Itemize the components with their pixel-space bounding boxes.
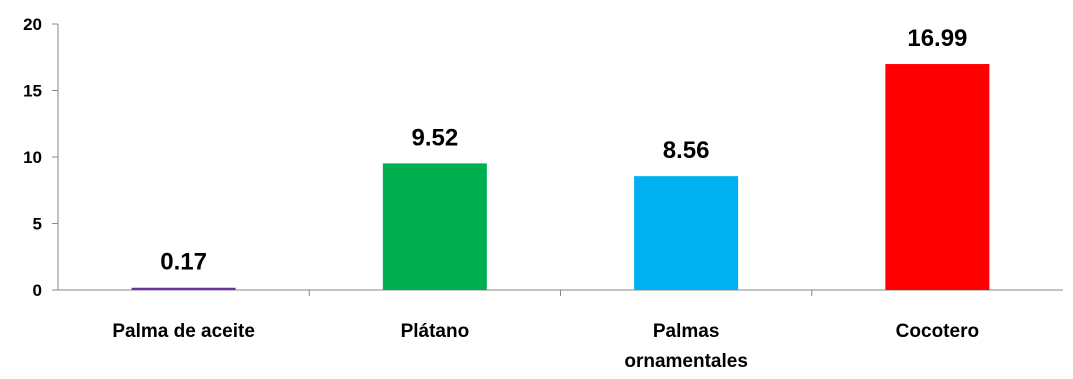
x-tick-label: Palmas ornamentales	[624, 321, 748, 372]
bars	[131, 64, 990, 291]
bar	[131, 287, 236, 290]
bar	[382, 163, 487, 290]
x-tick-label: Palma de aceite	[112, 321, 255, 342]
x-tick-label: Plátano	[401, 321, 470, 342]
data-label: 9.52	[412, 124, 459, 151]
y-tick-label: 0	[33, 281, 42, 300]
y-tick-label: 10	[23, 148, 42, 167]
data-label: 0.17	[160, 249, 207, 276]
data-labels: 0.17 9.52 8.56 16.99	[160, 25, 967, 276]
data-label: 16.99	[907, 25, 967, 52]
bar	[885, 64, 990, 291]
x-tick-labels: Palma de aceite Plátano Palmas ornamentales…	[112, 321, 979, 372]
bar	[634, 176, 739, 290]
y-tick-label: 20	[23, 15, 42, 34]
data-label: 8.56	[663, 137, 710, 164]
y-tick-label: 5	[33, 215, 42, 234]
y-tick-label: 15	[23, 82, 42, 101]
x-tick-label: Cocotero	[896, 321, 979, 342]
